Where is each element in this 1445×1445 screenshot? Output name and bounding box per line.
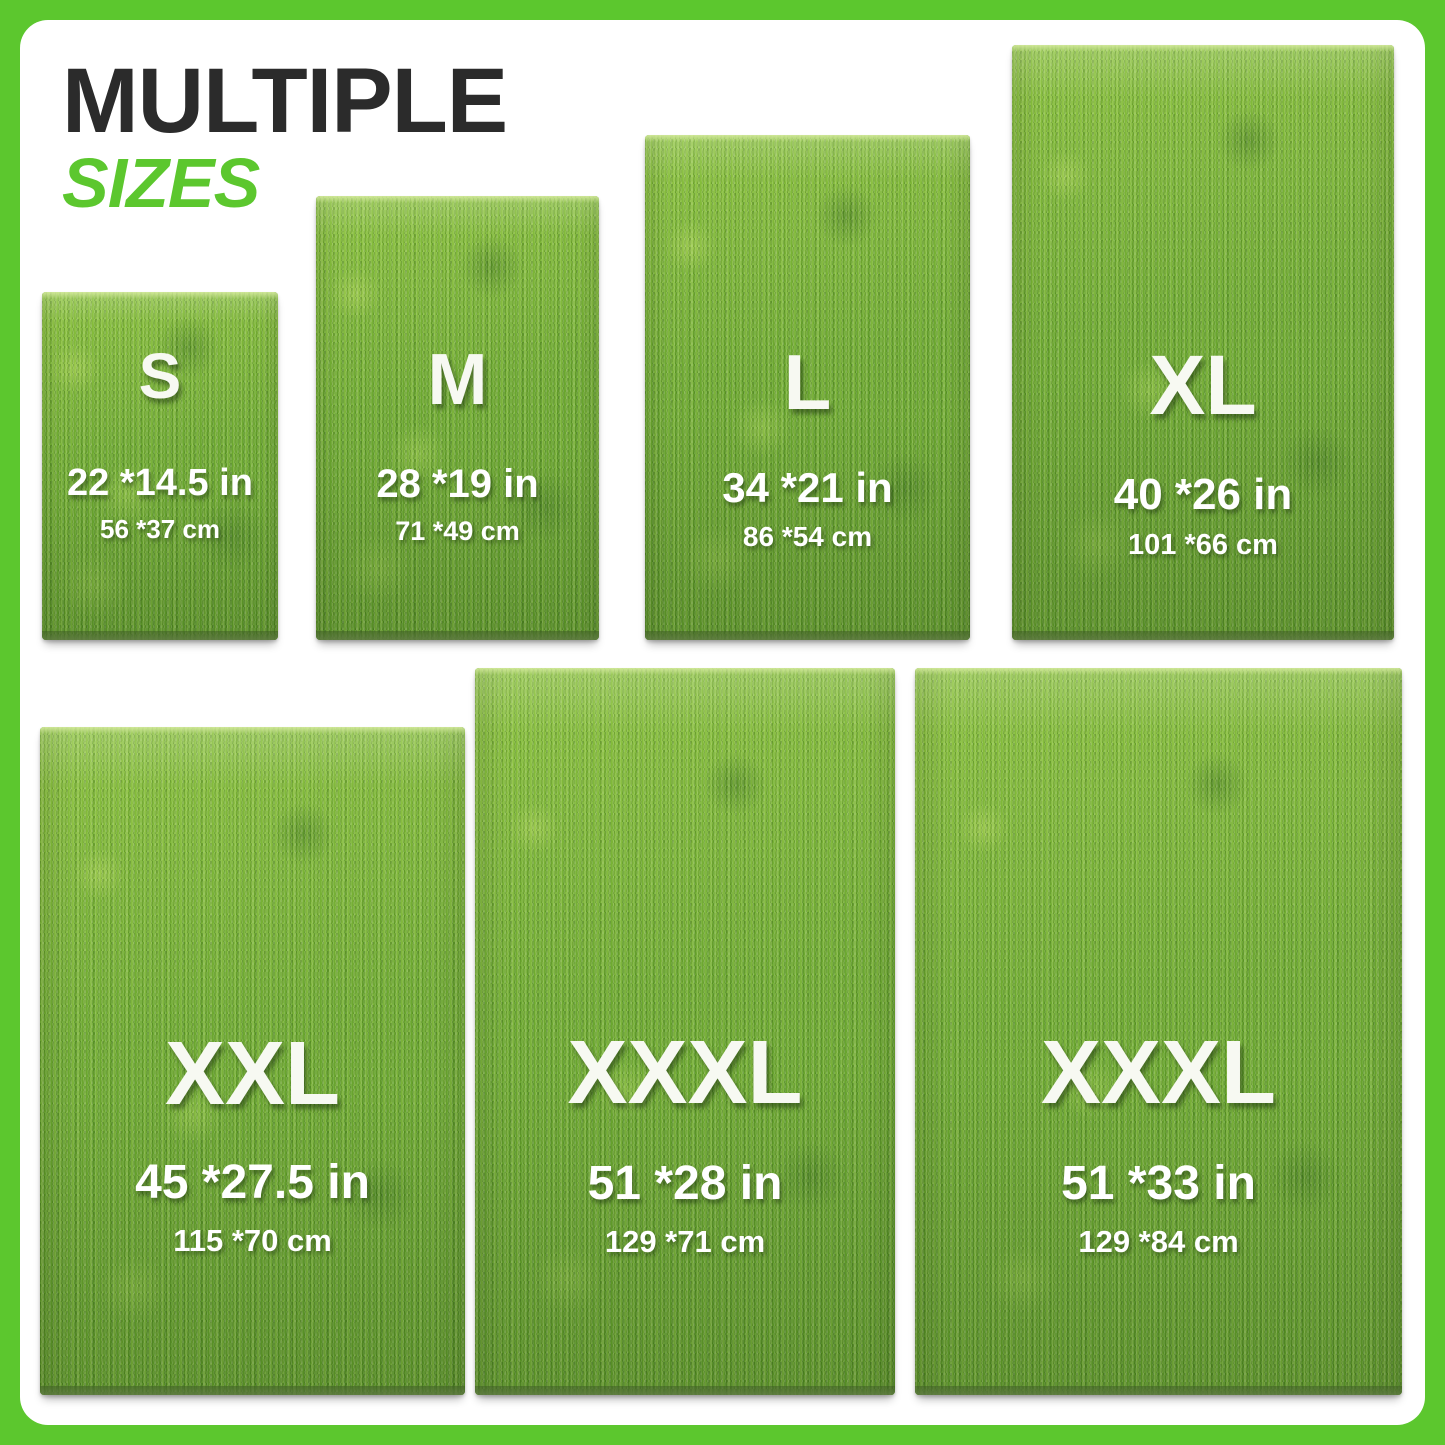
size-code-xxxl-2: XXXL — [1040, 1023, 1277, 1123]
size-code-xl-row: XL — [1012, 343, 1394, 427]
size-code-xxl: XXL — [164, 1024, 341, 1124]
grass-texture — [1012, 45, 1394, 640]
title-line-primary: MULTIPLE — [62, 50, 508, 152]
grass-texture — [915, 668, 1402, 1395]
grass-texture — [316, 196, 599, 640]
dimensions-cm-xl: 101 *66 cm — [1128, 529, 1278, 561]
dimensions-inches-xl-row: 40 *26 in — [1012, 473, 1394, 517]
dimensions-inches-xxxl-2: 51 *33 in — [1061, 1157, 1256, 1210]
size-code-xxxl-2-row: XXXL — [915, 1028, 1402, 1118]
mat-xl[interactable]: XL 40 *26 in 101 *66 cm — [1012, 45, 1394, 640]
dimensions-inches-xl: 40 *26 in — [1113, 470, 1293, 519]
dimensions-cm-l-row: 86 *54 cm — [645, 523, 970, 551]
size-code-m-row: M — [316, 344, 599, 416]
grass-texture — [645, 135, 970, 640]
dimensions-inches-s: 22 *14.5 in — [67, 462, 253, 504]
dimensions-cm-xxxl-1: 129 *71 cm — [604, 1224, 766, 1259]
dimensions-cm-s: 56 *37 cm — [100, 514, 220, 544]
dimensions-inches-xxl-row: 45 *27.5 in — [40, 1159, 465, 1207]
dimensions-inches-m: 28 *19 in — [376, 462, 539, 506]
size-code-xxxl-1-row: XXXL — [475, 1028, 895, 1118]
mat-s[interactable]: S 22 *14.5 in 56 *37 cm — [42, 292, 278, 640]
dimensions-cm-xxxl-2: 129 *84 cm — [1078, 1224, 1239, 1259]
dimensions-cm-m: 71 *49 cm — [395, 516, 520, 546]
dimensions-cm-xxxl-2-row: 129 *84 cm — [915, 1226, 1402, 1257]
dimensions-cm-xl-row: 101 *66 cm — [1012, 531, 1394, 560]
dimensions-inches-l: 34 *21 in — [722, 464, 893, 511]
size-code-s-row: S — [42, 344, 278, 408]
dimensions-inches-xxxl-1-row: 51 *28 in — [475, 1160, 895, 1208]
dimensions-cm-xxl-row: 115 *70 cm — [40, 1225, 465, 1256]
mat-xxxl-1[interactable]: XXXL 51 *28 in 129 *71 cm — [475, 668, 895, 1395]
size-code-m: M — [427, 340, 488, 420]
size-code-l: L — [783, 338, 832, 426]
dimensions-inches-s-row: 22 *14.5 in — [42, 464, 278, 502]
mat-xxl[interactable]: XXL 45 *27.5 in 115 *70 cm — [40, 727, 465, 1395]
grass-texture — [42, 292, 278, 640]
size-code-xxxl-1: XXXL — [567, 1023, 803, 1123]
size-code-xxl-row: XXL — [40, 1029, 465, 1119]
page-title: MULTIPLE SIZES — [62, 50, 702, 223]
mat-xxxl-2[interactable]: XXXL 51 *33 in 129 *84 cm — [915, 668, 1402, 1395]
dimensions-cm-s-row: 56 *37 cm — [42, 516, 278, 543]
dimensions-cm-l: 86 *54 cm — [742, 521, 873, 552]
dimensions-inches-xxxl-2-row: 51 *33 in — [915, 1160, 1402, 1208]
grass-texture — [475, 668, 895, 1395]
size-code-s: S — [138, 340, 182, 412]
dimensions-inches-xxl: 45 *27.5 in — [135, 1156, 370, 1209]
size-code-l-row: L — [645, 343, 970, 421]
poster-inner-panel: MULTIPLE SIZES S 22 *14.5 in 56 *37 cm M 28 … — [20, 20, 1425, 1425]
title-line-secondary: SIZES — [62, 144, 260, 223]
dimensions-cm-m-row: 71 *49 cm — [316, 518, 599, 545]
size-code-xl: XL — [1149, 338, 1257, 432]
dimensions-cm-xxxl-1-row: 129 *71 cm — [475, 1226, 895, 1257]
dimensions-inches-xxxl-1: 51 *28 in — [587, 1157, 783, 1210]
dimensions-inches-l-row: 34 *21 in — [645, 467, 970, 509]
grass-texture — [40, 727, 465, 1395]
mat-m[interactable]: M 28 *19 in 71 *49 cm — [316, 196, 599, 640]
dimensions-cm-xxl: 115 *70 cm — [173, 1223, 332, 1258]
dimensions-inches-m-row: 28 *19 in — [316, 464, 599, 504]
